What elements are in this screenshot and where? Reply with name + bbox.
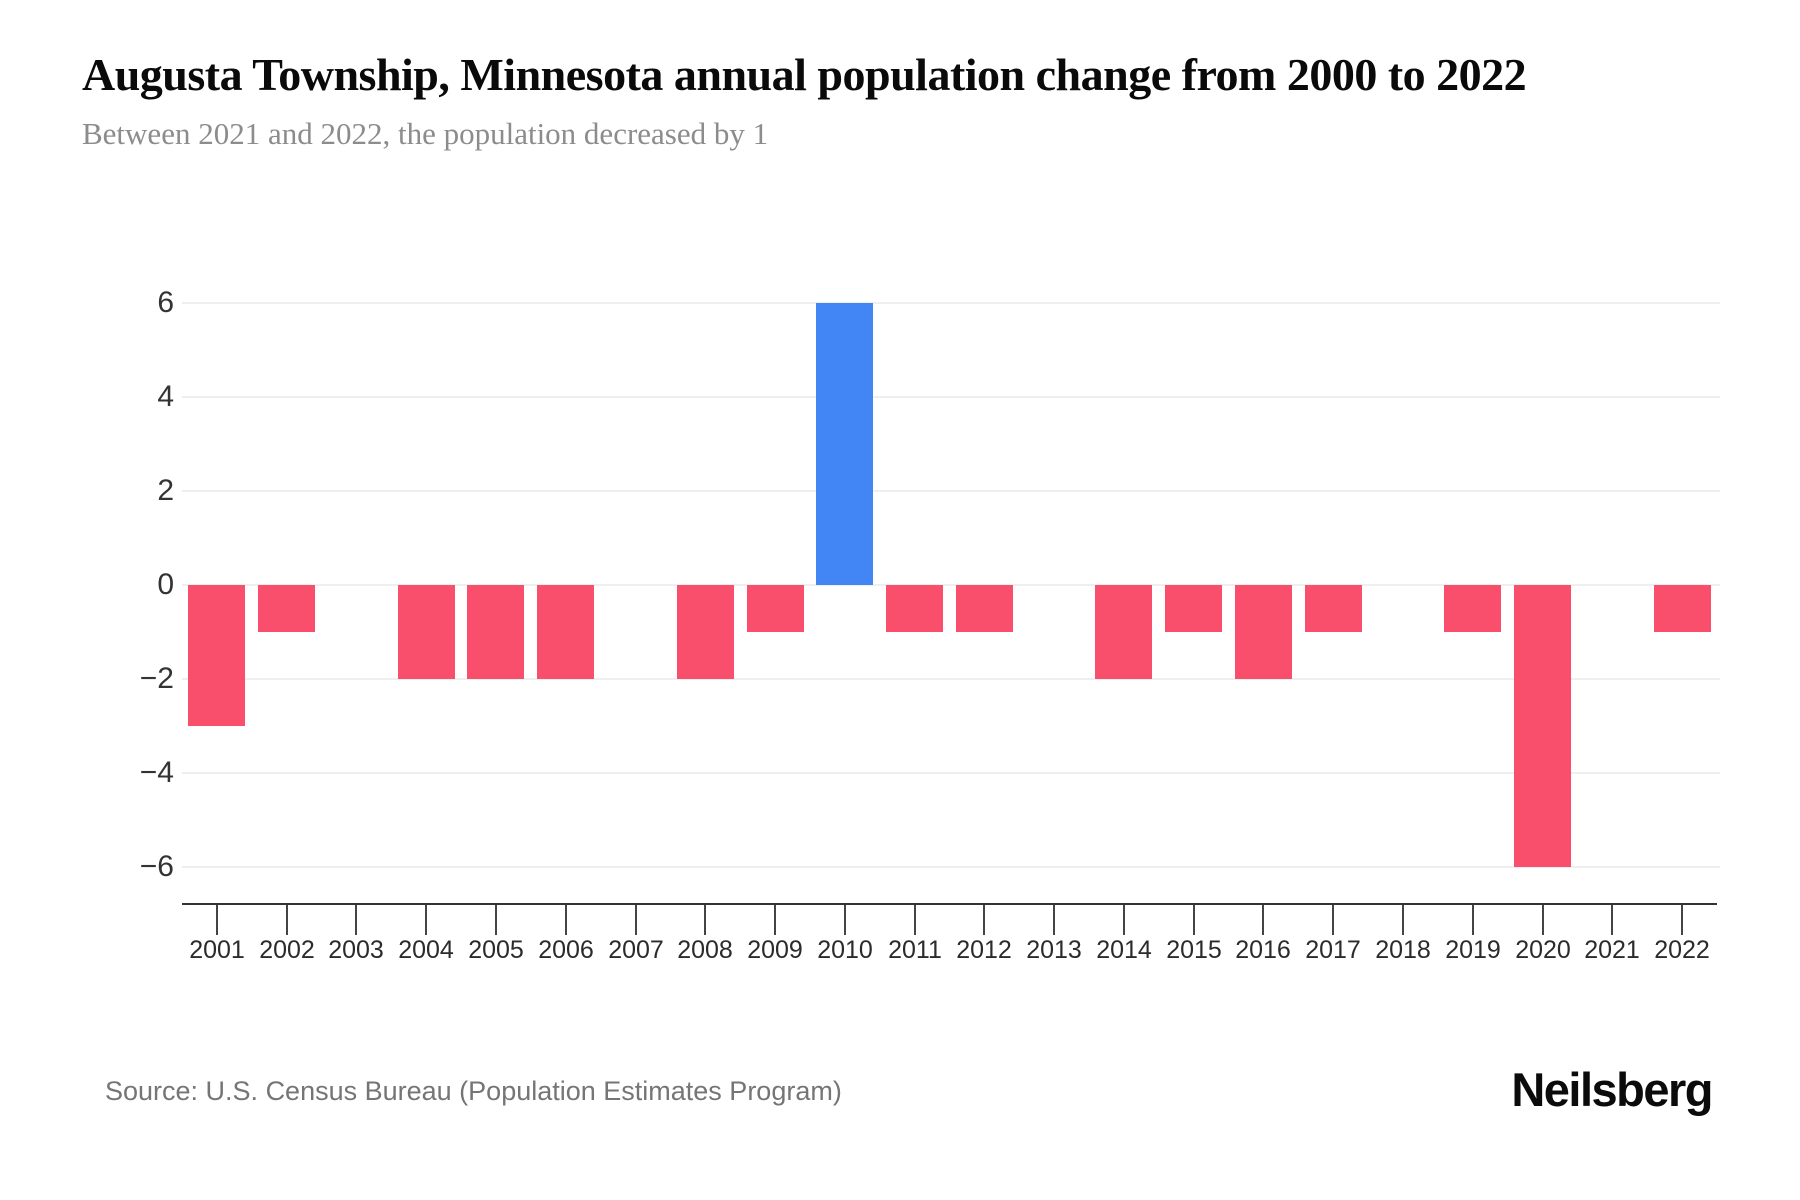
- x-tick-label-2009: 2009: [747, 936, 803, 964]
- bar-2017[interactable]: [1305, 585, 1362, 632]
- x-tick-2006: [565, 905, 567, 935]
- bar-2005[interactable]: [467, 585, 524, 679]
- y-tick-label-2: 2: [157, 474, 174, 507]
- bar-2004[interactable]: [398, 585, 455, 679]
- x-tick-2001: [216, 905, 218, 935]
- x-tick-label-2007: 2007: [608, 936, 664, 964]
- x-tick-2019: [1472, 905, 1474, 935]
- bar-2015[interactable]: [1165, 585, 1222, 632]
- x-tick-2014: [1123, 905, 1125, 935]
- x-axis-line: [182, 903, 1717, 905]
- x-tick-2017: [1332, 905, 1334, 935]
- x-tick-label-2016: 2016: [1235, 936, 1291, 964]
- x-tick-2020: [1542, 905, 1544, 935]
- gridline-y-4: [182, 396, 1720, 398]
- x-tick-label-2012: 2012: [956, 936, 1012, 964]
- x-tick-label-2013: 2013: [1026, 936, 1082, 964]
- x-tick-2021: [1611, 905, 1613, 935]
- x-tick-label-2006: 2006: [538, 936, 594, 964]
- gridline-y-2: [182, 490, 1720, 492]
- bar-2020[interactable]: [1514, 585, 1571, 867]
- x-tick-2008: [704, 905, 706, 935]
- x-tick-2018: [1402, 905, 1404, 935]
- bar-2010[interactable]: [816, 303, 873, 585]
- x-tick-2011: [914, 905, 916, 935]
- bar-2006[interactable]: [537, 585, 594, 679]
- y-tick-label-6: 6: [157, 286, 174, 319]
- x-tick-label-2022: 2022: [1654, 936, 1710, 964]
- y-tick-label--2: −2: [139, 662, 174, 695]
- gridline-y--4: [182, 772, 1720, 774]
- y-tick-label-4: 4: [157, 380, 174, 413]
- bar-2019[interactable]: [1444, 585, 1501, 632]
- x-tick-2010: [844, 905, 846, 935]
- x-tick-label-2015: 2015: [1166, 936, 1222, 964]
- bar-2002[interactable]: [258, 585, 315, 632]
- y-tick-label--4: −4: [139, 756, 174, 789]
- x-tick-label-2005: 2005: [468, 936, 524, 964]
- x-tick-label-2010: 2010: [817, 936, 873, 964]
- bar-2014[interactable]: [1095, 585, 1152, 679]
- x-tick-2003: [355, 905, 357, 935]
- chart-subtitle: Between 2021 and 2022, the population de…: [82, 116, 769, 151]
- x-tick-label-2002: 2002: [259, 936, 315, 964]
- gridline-y--2: [182, 678, 1720, 680]
- x-tick-2012: [983, 905, 985, 935]
- x-tick-2013: [1053, 905, 1055, 935]
- x-tick-label-2001: 2001: [189, 936, 245, 964]
- x-tick-label-2021: 2021: [1584, 936, 1640, 964]
- x-tick-label-2014: 2014: [1096, 936, 1152, 964]
- bar-2001[interactable]: [188, 585, 245, 726]
- gridline-y--6: [182, 866, 1720, 868]
- bar-2022[interactable]: [1654, 585, 1711, 632]
- x-tick-label-2018: 2018: [1375, 936, 1431, 964]
- x-tick-label-2020: 2020: [1515, 936, 1571, 964]
- source-note: Source: U.S. Census Bureau (Population E…: [105, 1076, 842, 1106]
- y-tick-label-0: 0: [157, 568, 174, 601]
- x-tick-label-2003: 2003: [328, 936, 384, 964]
- x-tick-2009: [774, 905, 776, 935]
- x-tick-2004: [425, 905, 427, 935]
- bar-2012[interactable]: [956, 585, 1013, 632]
- x-tick-label-2019: 2019: [1445, 936, 1501, 964]
- gridline-y-0: [182, 584, 1720, 586]
- x-tick-label-2008: 2008: [677, 936, 733, 964]
- bar-2016[interactable]: [1235, 585, 1292, 679]
- y-tick-label--6: −6: [139, 850, 174, 883]
- bar-2011[interactable]: [886, 585, 943, 632]
- chart-title: Augusta Township, Minnesota annual popul…: [82, 49, 1527, 100]
- x-tick-2022: [1681, 905, 1683, 935]
- brand-logo: Neilsberg: [1511, 1063, 1713, 1116]
- x-tick-label-2011: 2011: [888, 936, 942, 964]
- x-tick-label-2017: 2017: [1305, 936, 1361, 964]
- bar-2009[interactable]: [747, 585, 804, 632]
- x-tick-2015: [1193, 905, 1195, 935]
- x-tick-2016: [1262, 905, 1264, 935]
- x-tick-2007: [635, 905, 637, 935]
- x-tick-label-2004: 2004: [398, 936, 454, 964]
- bar-2008[interactable]: [677, 585, 734, 679]
- gridline-y-6: [182, 302, 1720, 304]
- x-tick-2002: [286, 905, 288, 935]
- x-tick-2005: [495, 905, 497, 935]
